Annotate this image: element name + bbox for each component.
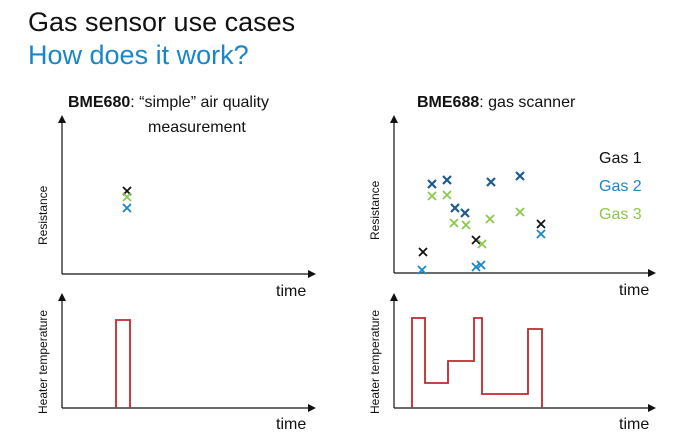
data-marker	[460, 208, 470, 218]
data-marker	[536, 219, 546, 229]
data-marker	[515, 207, 525, 217]
data-marker	[515, 171, 525, 181]
data-marker	[536, 229, 546, 239]
right-bottom-xlabel: time	[619, 416, 650, 433]
left-panel-title-rest: : “simple” air quality	[130, 94, 269, 111]
data-marker	[418, 247, 428, 257]
right-panel-title-bold: BME688	[417, 94, 480, 111]
left-panel-title-line2: measurement	[148, 119, 246, 136]
right-heater-profile	[411, 317, 543, 408]
left-panel-title: BME680: “simple” air quality	[68, 92, 269, 114]
legend-gas-2: Gas 2	[599, 178, 642, 195]
left-panel-title-bold: BME680	[68, 94, 131, 111]
right-bottom-ylabel: Heater temperature	[368, 309, 382, 414]
data-marker	[122, 192, 132, 202]
legend-gas-3: Gas 3	[599, 206, 642, 223]
data-marker	[442, 175, 452, 185]
left-top-ylabel: Resistance	[36, 185, 50, 245]
right-top-ylabel: Resistance	[368, 180, 382, 240]
left-bottom-ylabel: Heater temperature	[36, 309, 50, 414]
data-marker	[471, 235, 481, 245]
page-title: Gas sensor use cases	[28, 7, 296, 37]
data-marker	[477, 239, 487, 249]
right-panel-title-rest: : gas scanner	[479, 94, 576, 111]
right-panel-title: BME688: gas scanner	[417, 92, 575, 114]
data-marker	[442, 190, 452, 200]
data-marker	[461, 220, 471, 230]
left-top-xlabel: time	[276, 283, 307, 300]
data-marker	[427, 179, 437, 189]
data-marker	[427, 191, 437, 201]
legend-gas-1: Gas 1	[599, 150, 642, 167]
data-marker	[476, 260, 486, 270]
data-marker	[122, 203, 132, 213]
page-subtitle: How does it work?	[28, 40, 249, 70]
left-bottom-xlabel: time	[276, 416, 307, 433]
data-marker	[485, 214, 495, 224]
left-heater-profile	[115, 319, 131, 408]
data-marker	[417, 265, 427, 275]
data-markers	[122, 171, 546, 275]
data-marker	[450, 203, 460, 213]
data-marker	[449, 218, 459, 228]
data-marker	[486, 177, 496, 187]
data-marker	[471, 262, 481, 272]
right-top-xlabel: time	[619, 282, 650, 299]
